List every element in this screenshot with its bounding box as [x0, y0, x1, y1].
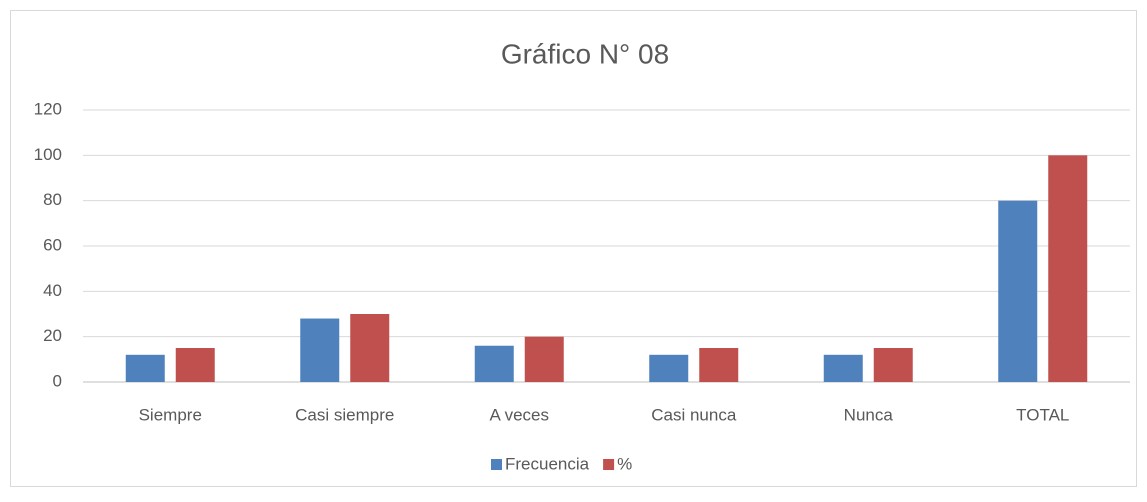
bar — [1048, 155, 1088, 382]
chart-title: Gráfico N° 08 — [501, 38, 669, 69]
bar — [699, 348, 739, 382]
bar — [175, 348, 215, 382]
legend-swatch — [603, 459, 615, 470]
bar — [300, 318, 340, 382]
x-tick-label: TOTAL — [1016, 405, 1069, 424]
x-tick-label: Casi nunca — [651, 405, 737, 424]
bar — [524, 336, 564, 382]
legend-swatch — [491, 459, 502, 470]
x-tick-label: Siempre — [139, 405, 202, 424]
bar — [125, 354, 165, 382]
legend-label: % — [617, 454, 632, 473]
bar — [350, 314, 390, 382]
y-tick-label: 60 — [43, 235, 62, 254]
x-tick-label: A veces — [489, 405, 549, 424]
y-tick-label: 20 — [43, 326, 62, 345]
bar — [649, 354, 689, 382]
x-tick-label: Nunca — [844, 405, 894, 424]
legend-label: Frecuencia — [505, 454, 590, 473]
x-tick-label: Casi siempre — [295, 405, 394, 424]
bar — [823, 354, 863, 382]
bar — [998, 200, 1038, 382]
chart-border — [10, 10, 1137, 487]
y-tick-label: 0 — [53, 371, 62, 390]
y-tick-label: 100 — [34, 145, 62, 164]
y-tick-label: 40 — [43, 281, 62, 300]
y-tick-label: 120 — [34, 99, 62, 118]
y-tick-label: 80 — [43, 190, 62, 209]
bar — [474, 345, 514, 382]
bar — [873, 348, 913, 382]
